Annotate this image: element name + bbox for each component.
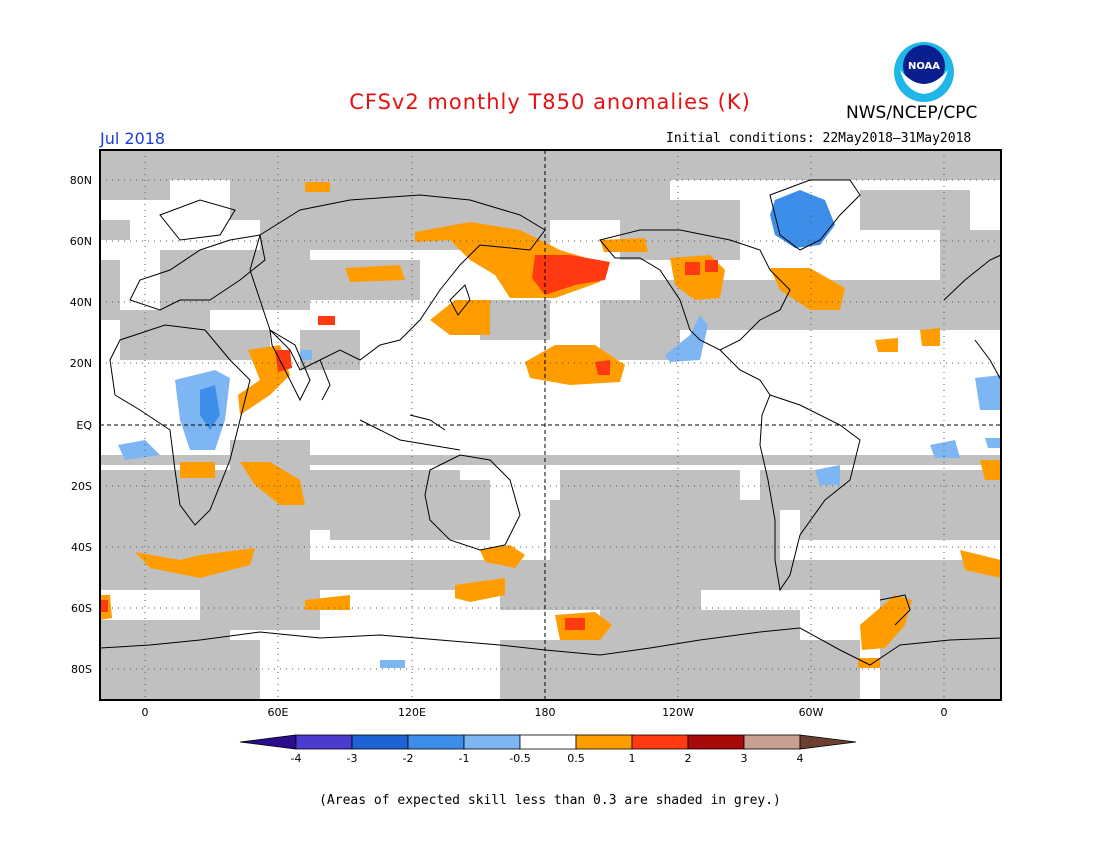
longitude-labels: 0 60E 120E 180 120W 60W 0 [142, 706, 948, 719]
colorbar-label: 1 [629, 752, 636, 765]
noaa-logo: NOAA [894, 42, 954, 102]
organization-label: NWS/NCEP/CPC [846, 103, 978, 123]
lat-label: 80N [70, 174, 92, 187]
lat-label: 60S [71, 602, 92, 615]
equator-dateline [100, 150, 1001, 700]
map-gridlines [100, 150, 1001, 700]
lon-label: 120W [662, 706, 694, 719]
coastlines [99, 179, 1002, 666]
colorbar-label: -3 [347, 752, 358, 765]
lon-label: 60E [268, 706, 289, 719]
colorbar: -4 -3 -2 -1 -0.5 0.5 1 2 3 4 [239, 734, 857, 765]
colorbar-label: -4 [291, 752, 302, 765]
lat-label: 60N [70, 235, 92, 248]
target-month: Jul 2018 [100, 129, 166, 148]
lon-label: 180 [535, 706, 556, 719]
colorbar-swatch [519, 734, 577, 750]
cool-anomaly-regions [118, 315, 1001, 668]
lat-label: 40N [70, 296, 92, 309]
colorbar-label: -1 [459, 752, 470, 765]
moderate-cool-regions [200, 190, 835, 430]
colorbar-extend-low [239, 734, 297, 750]
lon-label: 120E [398, 706, 426, 719]
lat-label: 20S [71, 480, 92, 493]
lat-label: 20N [70, 357, 92, 370]
strong-warm-regions [100, 255, 718, 630]
colorbar-label: -2 [403, 752, 414, 765]
lat-label: EQ [76, 419, 92, 432]
colorbar-extend-high [799, 734, 857, 750]
colorbar-swatch [631, 734, 689, 750]
map-title: CFSv2 monthly T850 anomalies (K) [349, 90, 751, 114]
map-frame [99, 149, 1002, 701]
colorbar-swatch [687, 734, 745, 750]
lon-label: 0 [142, 706, 149, 719]
colorbar-label: 3 [741, 752, 748, 765]
colorbar-label: 0.5 [567, 752, 585, 765]
colorbar-swatch [407, 734, 465, 750]
colorbar-swatch [575, 734, 633, 750]
initial-conditions: Initial conditions: 22May2018–31May2018 [666, 131, 972, 146]
latitude-labels: 80N 60N 40N 20N EQ 20S 40S 60S 80S [70, 174, 93, 676]
lon-label: 60W [799, 706, 824, 719]
colorbar-swatch [463, 734, 521, 750]
skill-footnote: (Areas of expected skill less than 0.3 a… [319, 793, 781, 808]
colorbar-swatch [351, 734, 409, 750]
lat-label: 80S [71, 663, 92, 676]
colorbar-swatch [743, 734, 801, 750]
colorbar-swatch [295, 734, 353, 750]
colorbar-label: 2 [685, 752, 692, 765]
lat-label: 40S [71, 541, 92, 554]
colorbar-label: -0.5 [509, 752, 530, 765]
logo-text: NOAA [908, 61, 940, 72]
colorbar-label: 4 [797, 752, 804, 765]
lon-label: 0 [941, 706, 948, 719]
